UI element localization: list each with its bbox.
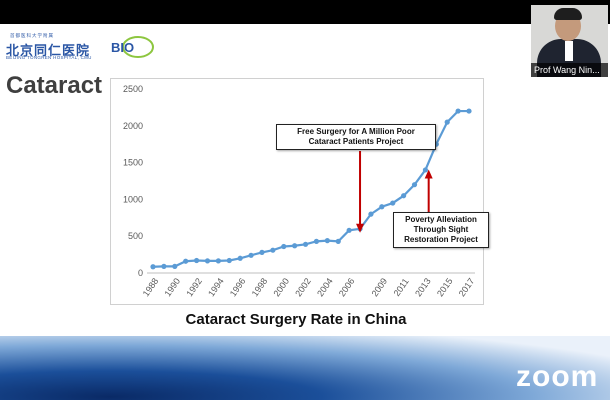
- data-point: [346, 227, 352, 233]
- annotation-arrowhead: [424, 169, 433, 179]
- hospital-logo-chinese-name: 北京同仁医院: [6, 44, 91, 59]
- data-point: [466, 108, 472, 114]
- data-point: [281, 243, 287, 250]
- data-point: [226, 257, 232, 264]
- hospital-logo-english-name: BEIJING TONGREN HOSPITAL, CMU: [6, 55, 92, 60]
- x-tick-label: 2011: [392, 276, 411, 298]
- x-tick-label: 1988: [141, 276, 161, 298]
- data-point: [379, 204, 385, 210]
- data-point: [422, 167, 429, 173]
- poverty-label-line1: Poverty Alleviation: [405, 215, 477, 224]
- poverty-label-line3: Restoration Project: [404, 235, 478, 244]
- x-tick-label: 2006: [337, 276, 357, 298]
- slide-bottom-decoration: [0, 336, 610, 400]
- participant-shirt: [565, 41, 573, 61]
- x-tick-label: 2013: [413, 276, 433, 298]
- hospital-logo-subtitle: 首都医科大学附属: [10, 33, 54, 38]
- y-tick-label: 0: [138, 268, 143, 278]
- data-point: [302, 241, 309, 247]
- x-tick-label: 1994: [206, 276, 226, 298]
- data-point: [183, 258, 189, 264]
- data-point: [150, 264, 156, 270]
- data-point: [455, 108, 461, 114]
- participant-video-tile[interactable]: Prof Wang Nin...: [531, 5, 608, 77]
- x-tick-label: 2017: [457, 276, 477, 298]
- data-point: [204, 258, 211, 264]
- x-tick-label: 1996: [228, 276, 248, 298]
- y-tick-label: 2500: [123, 84, 143, 94]
- y-tick-label: 1000: [123, 194, 143, 204]
- data-point: [215, 258, 221, 264]
- x-tick-label: 2015: [435, 276, 455, 298]
- chart-caption: Cataract Surgery Rate in China: [185, 311, 407, 328]
- x-tick-label: 2009: [370, 276, 390, 298]
- bio-logo-text: BIO: [111, 40, 134, 55]
- data-point: [324, 238, 330, 244]
- slide-title: Cataract: [6, 72, 103, 99]
- annotation-arrowhead: [356, 223, 365, 233]
- free-surgery-label-line1: Free Surgery for A Million Poor: [297, 127, 415, 136]
- data-point: [411, 182, 418, 188]
- poverty-alleviation-project-label: Poverty Alleviation Through Sight Restor…: [393, 212, 489, 248]
- poverty-label-line2: Through Sight: [413, 225, 469, 234]
- data-point: [259, 249, 265, 255]
- participant-hair: [554, 8, 582, 20]
- data-point: [248, 252, 254, 258]
- free-surgery-label-line2: Cataract Patients Project: [308, 137, 404, 146]
- cataract-surgery-line-chart: 0 500 1000 1500 2000 2500 1988 1990 1992 1994 1996…: [123, 84, 477, 298]
- data-point: [368, 211, 374, 217]
- data-point: [335, 238, 341, 244]
- data-point: [444, 119, 450, 125]
- x-tick-label: 1992: [184, 276, 204, 298]
- x-tick-label: 2000: [271, 276, 291, 298]
- data-point: [172, 263, 178, 269]
- data-point: [401, 193, 407, 199]
- data-point: [313, 238, 320, 244]
- participant-name-label: Prof Wang Nin...: [531, 63, 608, 77]
- free-surgery-project-label: Free Surgery for A Million Poor Cataract…: [276, 124, 436, 150]
- data-point: [270, 247, 276, 253]
- chart-frame: 0 500 1000 1500 2000 2500 1988 1990 1992 1994 1996…: [110, 78, 484, 305]
- data-point: [390, 200, 396, 206]
- zoom-watermark-logo: zoom: [516, 360, 599, 393]
- x-tick-label: 1990: [162, 276, 182, 298]
- data-point: [193, 257, 200, 264]
- data-point: [292, 243, 298, 249]
- data-point: [161, 263, 167, 269]
- x-tick-label: 2002: [293, 276, 313, 298]
- y-tick-label: 2000: [123, 121, 143, 131]
- y-tick-label: 500: [128, 231, 143, 241]
- y-tick-label: 1500: [123, 158, 143, 168]
- x-tick-label: 1998: [250, 276, 270, 298]
- data-point: [237, 255, 243, 261]
- x-tick-label: 2004: [315, 276, 335, 298]
- bio-logo-icon: BIO: [111, 36, 154, 58]
